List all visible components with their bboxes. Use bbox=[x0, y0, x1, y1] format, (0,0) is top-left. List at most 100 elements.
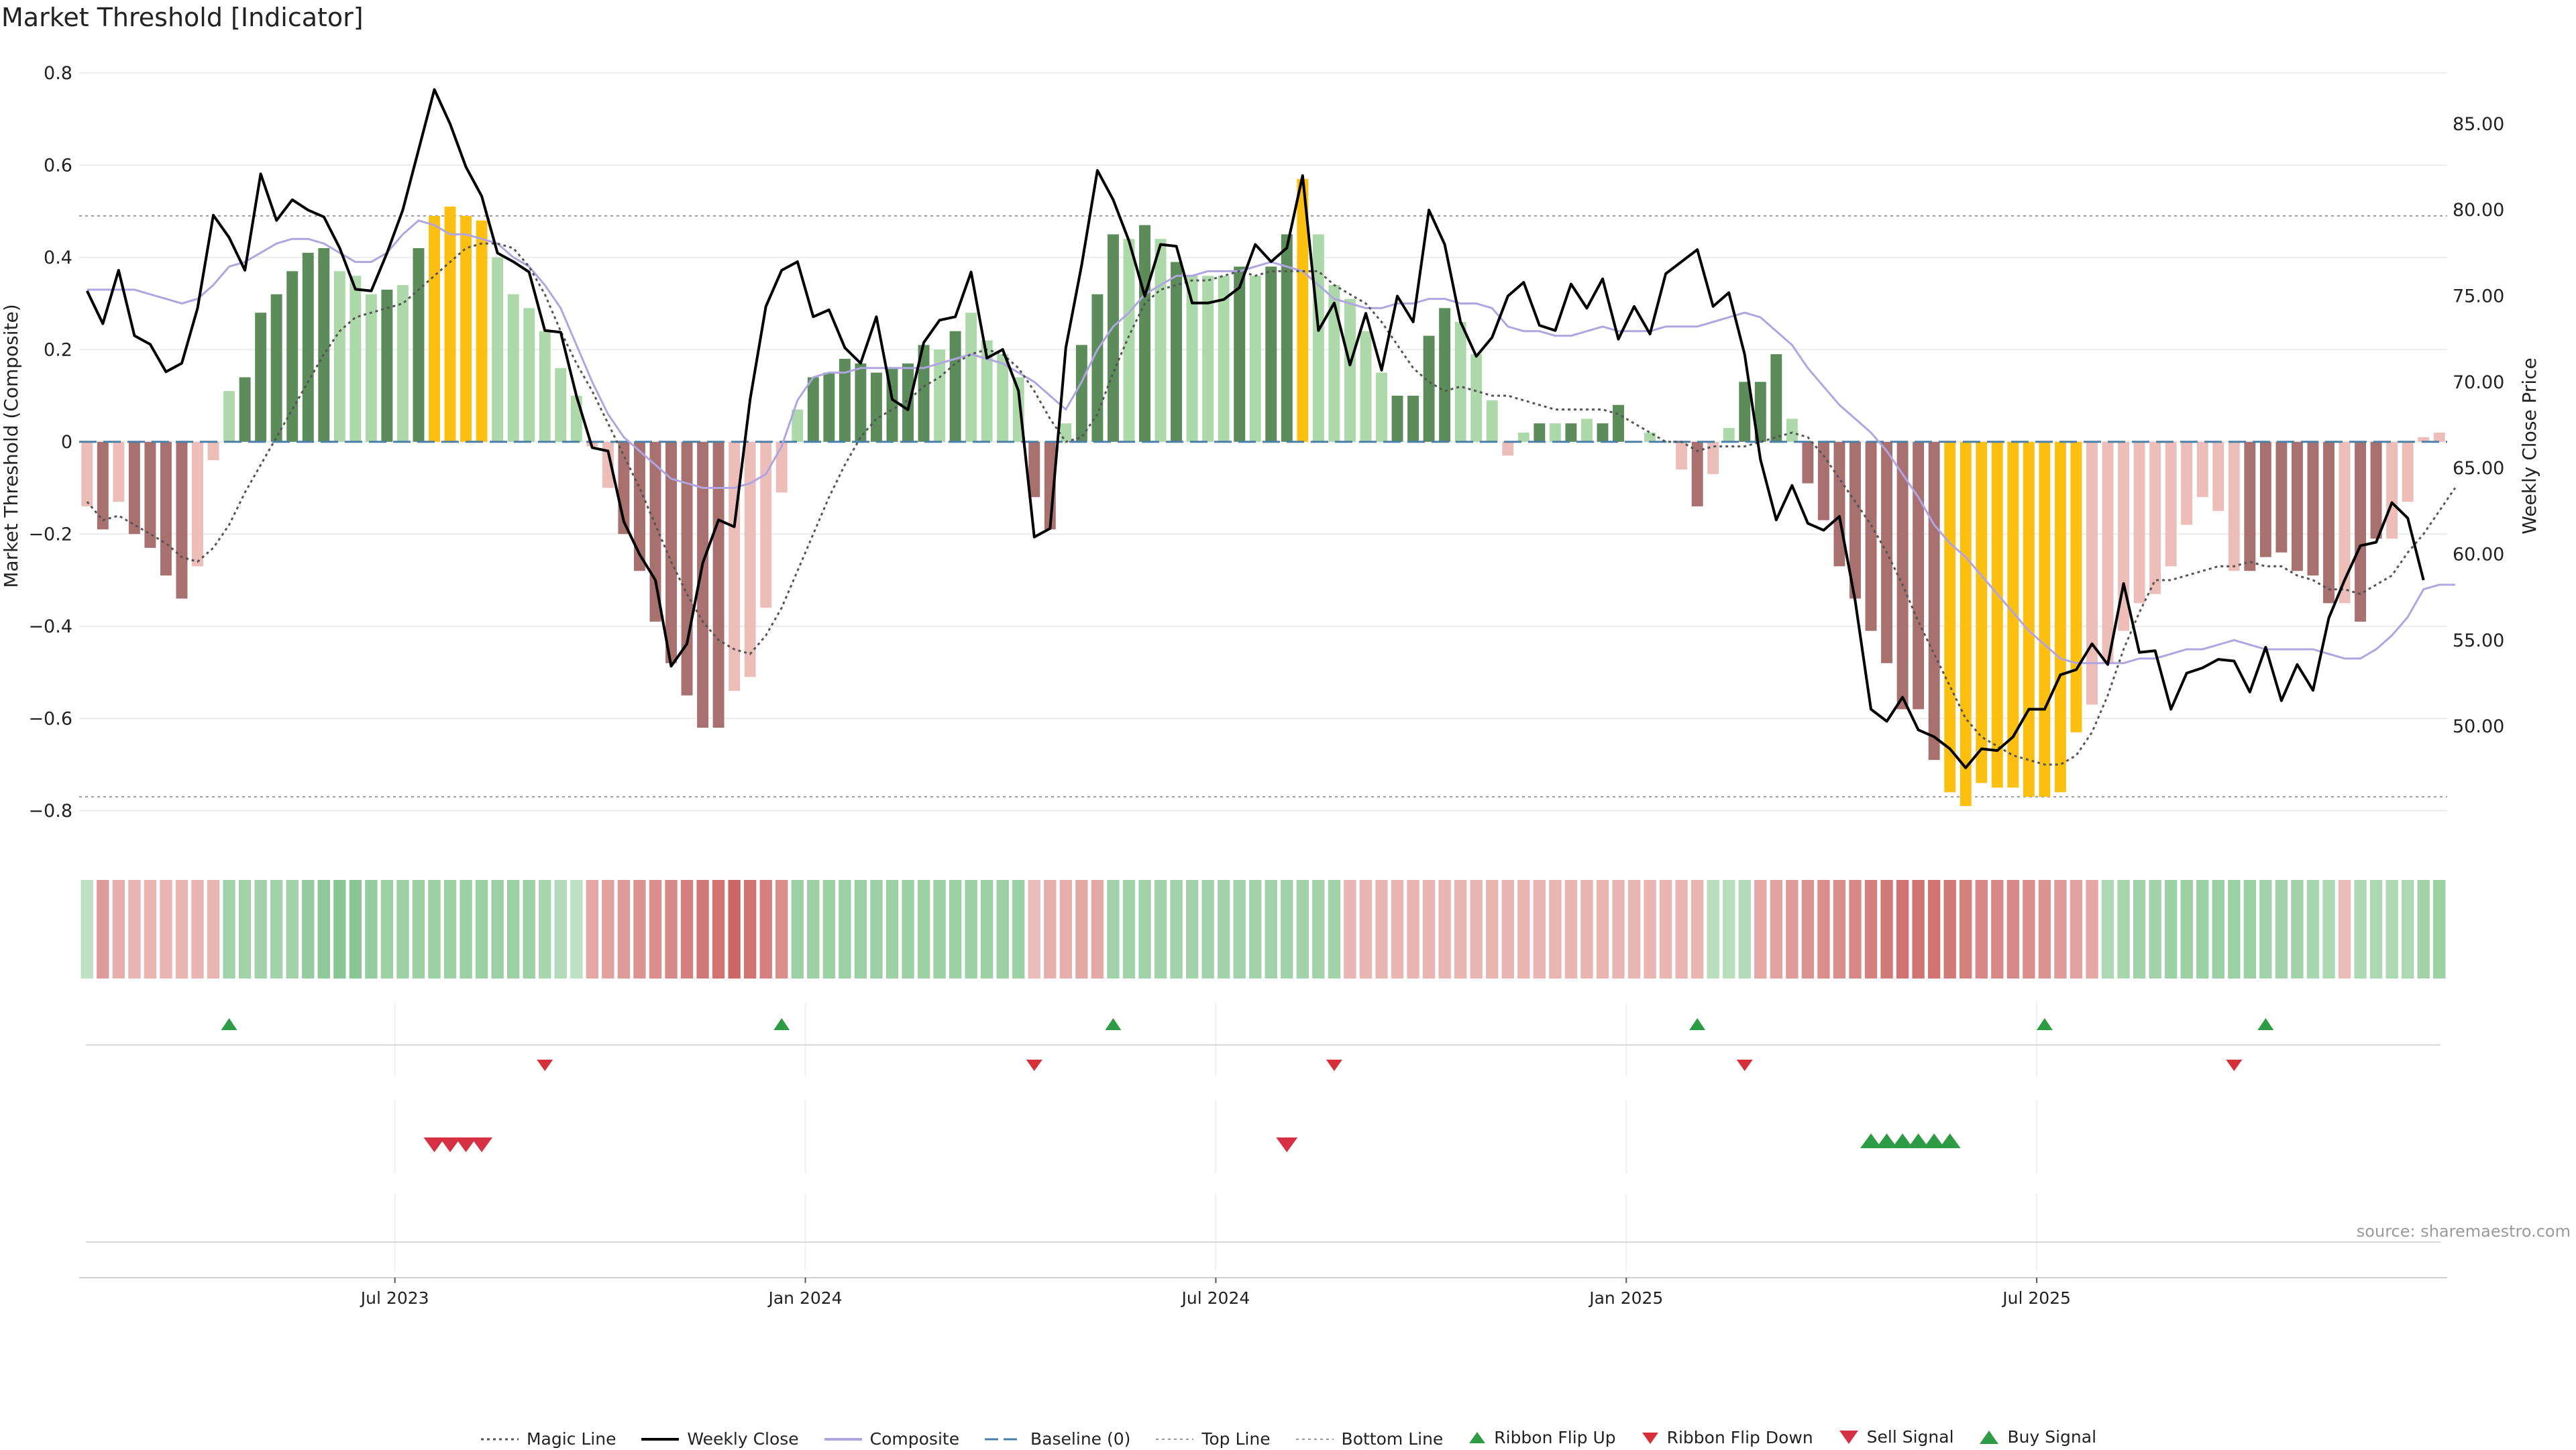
legend-buy-signal: Buy Signal bbox=[1978, 1427, 2096, 1447]
ribbon-cell bbox=[617, 880, 631, 979]
composite-bar bbox=[396, 285, 409, 442]
composite-bar bbox=[523, 308, 535, 442]
composite-bar bbox=[1202, 276, 1214, 442]
x-tick-label: Jan 2024 bbox=[767, 1288, 842, 1308]
ribbon-cell bbox=[1738, 880, 1751, 979]
ribbon-cell bbox=[1659, 880, 1672, 979]
ribbon-cell bbox=[539, 880, 551, 979]
ribbon-cell bbox=[1564, 880, 1578, 979]
ribbon-cell bbox=[2417, 880, 2430, 979]
ribbon-cell bbox=[2038, 880, 2051, 979]
ribbon-cell bbox=[1580, 880, 1593, 979]
ribbon-cell bbox=[1864, 880, 1878, 979]
axes: 0.8 0.6 0.4 0.2 0 −0.2 −0.4 −0.6 −0.8 85.00 80.00 7… bbox=[28, 63, 2504, 822]
ribbon-cell bbox=[1170, 880, 1183, 979]
ribbon-cell bbox=[2101, 880, 2114, 979]
ribbon-cell bbox=[1723, 880, 1735, 979]
ribbon-cell bbox=[1217, 880, 1230, 979]
ribbon-cell bbox=[175, 880, 189, 979]
composite-bar bbox=[1502, 441, 1514, 456]
ribbon-cell bbox=[1817, 880, 1830, 979]
ribbon-cell bbox=[1454, 880, 1467, 979]
ribbon-cell bbox=[1627, 880, 1641, 979]
composite-bar bbox=[144, 441, 156, 548]
legend-ribbon-flip-down: Ribbon Flip Down bbox=[1640, 1428, 1813, 1447]
composite-bar bbox=[965, 313, 977, 442]
ribbon-cell bbox=[2291, 880, 2304, 979]
ribbon-cell bbox=[2369, 880, 2383, 979]
ribbon-cell bbox=[2054, 880, 2067, 979]
ribbon-cell bbox=[680, 880, 694, 979]
composite-bar bbox=[2402, 441, 2414, 502]
composite-bar bbox=[2433, 433, 2445, 442]
legend-bottom-line: Bottom Line bbox=[1295, 1429, 1443, 1449]
composite-bar bbox=[539, 331, 551, 442]
ribbon-cell bbox=[1091, 880, 1104, 979]
ribbon-cell bbox=[1501, 880, 1514, 979]
y2-tick-label: 70.00 bbox=[2453, 372, 2504, 393]
composite-bar bbox=[949, 331, 961, 442]
flip-down-marker bbox=[2226, 1060, 2243, 1071]
composite-bar bbox=[2355, 441, 2367, 622]
y-tick-label: −0.6 bbox=[28, 708, 72, 729]
ribbon-cell bbox=[1517, 880, 1530, 979]
composite-bar bbox=[160, 441, 172, 576]
composite-bar bbox=[1391, 396, 1403, 442]
composite-bar bbox=[2228, 441, 2240, 571]
flip-up-marker bbox=[2036, 1018, 2053, 1030]
x-tick-label: Jul 2024 bbox=[1181, 1288, 1250, 1308]
composite-bar bbox=[1234, 266, 1246, 442]
ribbon-cell bbox=[854, 880, 867, 979]
composite-bar bbox=[444, 207, 456, 442]
y-tick-label: 0.4 bbox=[44, 247, 72, 268]
composite-bar bbox=[2165, 441, 2177, 567]
ribbon-cell bbox=[902, 880, 914, 979]
ribbon-cell bbox=[428, 880, 441, 979]
composite-bar bbox=[460, 215, 472, 442]
flip-down-marker bbox=[1736, 1060, 1753, 1071]
composite-bar bbox=[2102, 441, 2114, 663]
ribbon-cell bbox=[933, 880, 946, 979]
ribbon-cell bbox=[649, 880, 662, 979]
composite-bar bbox=[555, 368, 567, 442]
composite-bar bbox=[2244, 441, 2256, 571]
ribbon-cell bbox=[2133, 880, 2146, 979]
composite-bar bbox=[1676, 441, 1688, 469]
composite-bar bbox=[1075, 345, 1087, 442]
ribbon-cell bbox=[839, 880, 851, 979]
y2-axis-label: Weekly Close Price bbox=[2518, 357, 2540, 534]
composite-bar bbox=[697, 441, 709, 728]
baseline-swatch bbox=[985, 1438, 1023, 1440]
ribbon-cell bbox=[917, 880, 930, 979]
buy-signal-marker bbox=[1907, 1133, 1929, 1148]
composite-bar bbox=[2133, 441, 2145, 604]
composite-bar bbox=[1297, 178, 1309, 442]
ribbon-cell bbox=[1249, 880, 1262, 979]
series-lines bbox=[85, 88, 2457, 769]
ribbon-cell bbox=[1328, 880, 1341, 979]
composite-bar bbox=[2196, 441, 2208, 498]
composite-bar bbox=[934, 349, 946, 442]
sell-signal-marker bbox=[423, 1137, 445, 1152]
sell-signal-marker bbox=[455, 1137, 477, 1152]
composite-bar bbox=[413, 248, 425, 442]
ribbon-cell bbox=[822, 880, 836, 979]
ribbon-cell bbox=[270, 880, 283, 979]
ribbon-cell bbox=[633, 880, 646, 979]
ribbon-cell bbox=[775, 880, 788, 979]
legend-baseline: Baseline (0) bbox=[983, 1429, 1130, 1449]
composite-bar bbox=[1534, 423, 1546, 442]
composite-bar bbox=[333, 271, 345, 442]
ribbon-cell bbox=[1154, 880, 1167, 979]
ribbon-cell bbox=[1265, 880, 1277, 979]
ribbon-cell bbox=[286, 880, 299, 979]
ribbon-cell bbox=[2243, 880, 2257, 979]
bottom-line-swatch bbox=[1295, 1438, 1334, 1440]
ribbon-cell bbox=[1896, 880, 1909, 979]
composite-bar bbox=[476, 220, 488, 442]
composite-bar bbox=[1328, 285, 1340, 442]
composite-bar bbox=[1486, 400, 1498, 442]
ribbon-cell bbox=[144, 880, 157, 979]
composite-bar bbox=[1580, 419, 1593, 442]
